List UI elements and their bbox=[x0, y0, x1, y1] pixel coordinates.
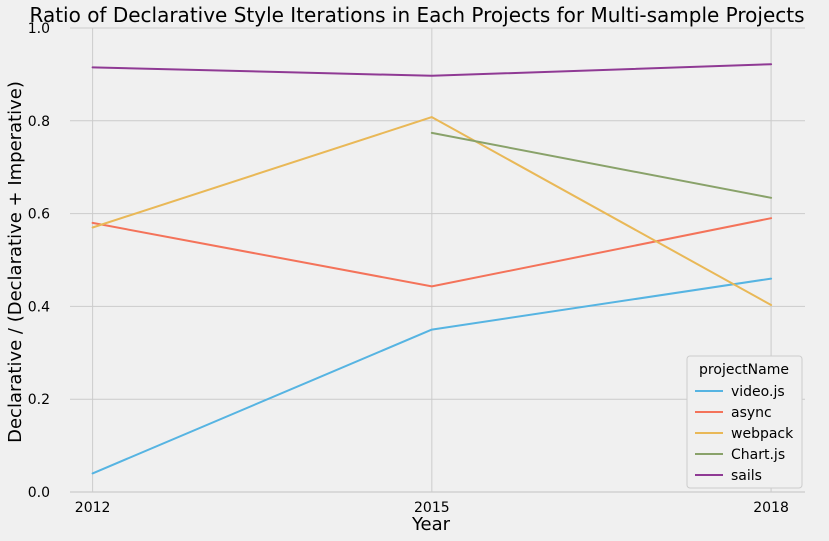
series-line-sails bbox=[91, 63, 773, 77]
legend-label: Chart.js bbox=[731, 447, 785, 463]
series-lines bbox=[91, 63, 773, 475]
series-line-webpack bbox=[91, 116, 773, 306]
legend-items: video.js async webpack Chart.js sails bbox=[695, 384, 794, 484]
legend-title: projectName bbox=[699, 362, 789, 378]
series-line-video-js bbox=[91, 277, 773, 475]
x-axis-label: Year bbox=[411, 514, 451, 535]
legend-label: webpack bbox=[731, 426, 794, 442]
chart-title: Ratio of Declarative Style Iterations in… bbox=[29, 3, 804, 27]
x-tick-label: 2012 bbox=[75, 500, 111, 516]
y-gridlines bbox=[70, 27, 805, 400]
x-tick-labels: 2012 2015 2018 bbox=[75, 500, 789, 516]
legend: projectName video.js async webpack Chart.js… bbox=[686, 355, 803, 489]
legend-label: video.js bbox=[731, 384, 785, 400]
y-tick-label: 0.6 bbox=[28, 207, 50, 223]
series-line-chart-js bbox=[430, 131, 773, 199]
y-tick-label: 0.8 bbox=[28, 114, 50, 130]
legend-label: async bbox=[731, 405, 772, 421]
y-tick-label: 0.2 bbox=[28, 392, 50, 408]
y-tick-label: 1.0 bbox=[28, 21, 50, 37]
x-tick-label: 2015 bbox=[414, 500, 450, 516]
y-axis-label: Declarative / (Declarative + Imperative) bbox=[5, 81, 26, 443]
x-tick-label: 2018 bbox=[753, 500, 789, 516]
legend-label: sails bbox=[731, 468, 762, 484]
y-tick-label: 0.4 bbox=[28, 299, 50, 315]
y-tick-labels: 0.0 0.2 0.4 0.6 0.8 1.0 bbox=[28, 21, 50, 501]
y-tick-label: 0.0 bbox=[28, 485, 50, 501]
series-line-async bbox=[91, 217, 773, 288]
